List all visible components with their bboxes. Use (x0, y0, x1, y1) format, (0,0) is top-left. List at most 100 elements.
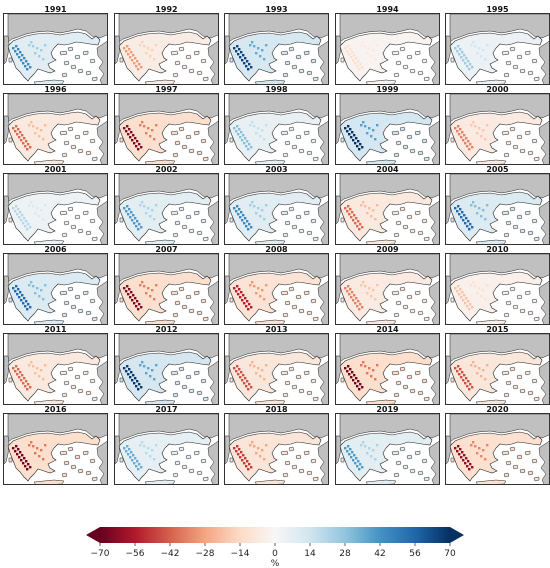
anomaly-cell (364, 45, 367, 48)
island-0 (280, 130, 289, 136)
anomaly-cell (245, 465, 248, 468)
island-12 (365, 319, 397, 324)
greece-land (118, 111, 212, 162)
anomaly-cell (259, 215, 262, 218)
anomaly-cell (368, 47, 371, 50)
map-frame (335, 413, 440, 485)
anomaly-cell (265, 44, 268, 47)
anomaly-cell (469, 463, 472, 466)
island-5 (505, 380, 512, 386)
anomaly-cell (355, 457, 358, 460)
anomaly-cell (476, 212, 479, 215)
anomaly-cell (125, 130, 128, 133)
anomaly-cell (259, 135, 262, 138)
panel-year-label: 1993 (265, 5, 288, 14)
anomaly-cell (149, 295, 152, 298)
anomaly-cell (34, 372, 37, 375)
anomaly-cell (357, 380, 360, 383)
island-0 (501, 370, 510, 376)
island-8 (85, 150, 92, 156)
anomaly-cell (458, 453, 461, 456)
greece-map-2017 (115, 414, 218, 484)
anomaly-cell (155, 44, 158, 47)
anomaly-cell (34, 52, 37, 55)
neighbor-land-north (118, 254, 218, 283)
anomaly-cell (474, 45, 477, 48)
anomaly-cell (125, 370, 128, 373)
island-3 (303, 210, 310, 216)
island-4 (421, 458, 428, 464)
anomaly-cell (19, 211, 22, 214)
anomaly-cell (139, 204, 142, 207)
anomaly-cell (249, 204, 252, 207)
island-10 (91, 76, 98, 82)
anomaly-cell (242, 214, 245, 217)
anomaly-cell (372, 449, 375, 452)
anomaly-cell (265, 204, 268, 207)
island-6 (402, 144, 409, 150)
island-5 (284, 220, 291, 226)
anomaly-cell (129, 216, 132, 219)
island-8 (527, 390, 534, 396)
anomaly-cell (462, 299, 465, 302)
anomaly-cell (366, 372, 369, 375)
anomaly-cell (17, 368, 20, 371)
anomaly-cell (351, 371, 354, 374)
anomaly-cell (478, 287, 481, 290)
island-0 (280, 50, 289, 56)
anomaly-cell (32, 365, 35, 368)
anomaly-cell (253, 285, 256, 288)
island-11 (8, 297, 13, 303)
anomaly-cell (137, 468, 140, 471)
anomaly-cell (346, 210, 349, 213)
anomaly-cell (249, 444, 252, 447)
greece-map-1995 (446, 14, 549, 84)
anomaly-cell (463, 214, 466, 217)
island-2 (516, 214, 523, 220)
anomaly-cell (480, 135, 483, 138)
island-7 (298, 388, 305, 394)
anomaly-cell (14, 450, 17, 453)
anomaly-cell (126, 205, 129, 208)
anomaly-cell (17, 288, 20, 291)
anomaly-cell (130, 371, 133, 374)
greece-map-1993 (225, 14, 328, 84)
island-7 (188, 68, 195, 74)
anomaly-cell (370, 55, 373, 58)
anomaly-cell (486, 124, 489, 127)
anomaly-cell (376, 124, 379, 127)
island-10 (533, 396, 540, 402)
island-12 (365, 239, 397, 244)
anomaly-cell (27, 463, 30, 466)
island-12 (33, 479, 65, 484)
neighbor-land-north (449, 94, 549, 123)
island-9 (282, 152, 289, 158)
island-3 (303, 290, 310, 296)
island-11 (229, 457, 234, 463)
island-5 (174, 60, 181, 66)
anomaly-cell (374, 298, 377, 301)
anomaly-cell (237, 213, 240, 216)
anomaly-cell (246, 220, 249, 223)
anomaly-cell (138, 63, 141, 66)
anomaly-cell (12, 127, 15, 130)
anomaly-cell (251, 441, 254, 444)
island-9 (172, 472, 179, 478)
island-11 (340, 297, 345, 303)
panel-year-label: 2011 (44, 325, 67, 334)
anomaly-cell (36, 127, 39, 130)
anomaly-cell (16, 53, 19, 56)
island-7 (409, 388, 416, 394)
neighbor-land-east (538, 121, 549, 164)
anomaly-cell (16, 133, 19, 136)
island-3 (193, 290, 200, 296)
neighbor-land-east (317, 441, 328, 484)
anomaly-cell (242, 454, 245, 457)
anomaly-cell (22, 222, 25, 225)
anomaly-cell (361, 226, 364, 229)
anomaly-cell (255, 372, 258, 375)
anomaly-cell (359, 303, 362, 306)
neighbor-land-west (4, 195, 10, 225)
anomaly-cell (484, 458, 487, 461)
panel-year-label: 2000 (486, 85, 509, 94)
